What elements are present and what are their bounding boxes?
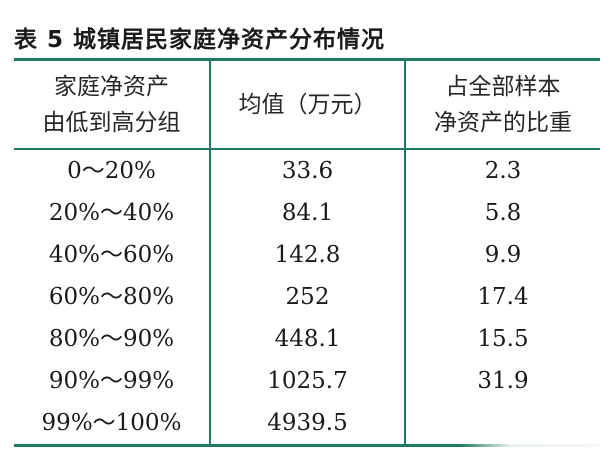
column-header-mean: 均值（万元） <box>211 61 404 148</box>
group-cell: 99%～100% <box>41 410 182 436</box>
column-header-mean-line-1: 均值（万元） <box>238 91 377 118</box>
mean-cell: 142.8 <box>274 242 341 268</box>
share-cell: 17.4 <box>477 284 529 310</box>
column-header-share: 占全部样本 净资产的比重 <box>406 61 600 148</box>
group-cell: 90%～99% <box>48 368 175 394</box>
table-top-rule <box>14 58 600 61</box>
table-row: 80%～90% 448.1 15.5 <box>14 318 600 360</box>
mean-cell: 33.6 <box>281 158 334 184</box>
share-cell: 5.8 <box>484 200 522 226</box>
table-body: 0～20% 33.6 2.3 20%～40% 84.1 5.8 40%～60% … <box>14 150 600 444</box>
mean-cell: 1025.7 <box>267 368 348 394</box>
group-cell: 40%～60% <box>48 242 175 268</box>
column-header-share-line-1: 占全部样本 <box>445 73 561 100</box>
table-row: 99%～100% 4939.5 <box>14 402 600 444</box>
group-cell: 20%～40% <box>48 200 175 226</box>
share-cell: 31.9 <box>477 368 529 394</box>
column-header-group-line-1: 家庭净资产 <box>54 73 169 100</box>
group-cell: 60%～80% <box>48 284 175 310</box>
watermark-overlay <box>460 400 605 448</box>
column-divider-2 <box>404 61 406 444</box>
group-cell: 80%～90% <box>48 326 175 352</box>
table-row: 40%～60% 142.8 9.9 <box>14 234 600 276</box>
table-row: 90%～99% 1025.7 31.9 <box>14 360 600 402</box>
table-row: 60%～80% 252 17.4 <box>14 276 600 318</box>
table-bottom-rule <box>14 444 600 447</box>
column-divider-1 <box>209 61 211 444</box>
column-header-group-line-2: 由低到高分组 <box>42 109 181 136</box>
share-cell: 15.5 <box>477 326 529 352</box>
mean-cell: 448.1 <box>274 326 341 352</box>
group-cell: 0～20% <box>67 158 156 184</box>
table-row: 20%～40% 84.1 5.8 <box>14 192 600 234</box>
share-cell: 9.9 <box>484 242 522 268</box>
table-header-rule <box>14 148 600 150</box>
column-header-group: 家庭净资产 由低到高分组 <box>14 61 209 148</box>
column-header-share-line-2: 净资产的比重 <box>434 109 572 136</box>
table-row: 0～20% 33.6 2.3 <box>14 150 600 192</box>
mean-cell: 252 <box>285 284 330 310</box>
mean-cell: 84.1 <box>281 200 334 226</box>
table-caption: 表 5 城镇居民家庭净资产分布情况 <box>14 27 386 53</box>
share-cell: 2.3 <box>484 158 522 184</box>
mean-cell: 4939.5 <box>267 410 348 436</box>
